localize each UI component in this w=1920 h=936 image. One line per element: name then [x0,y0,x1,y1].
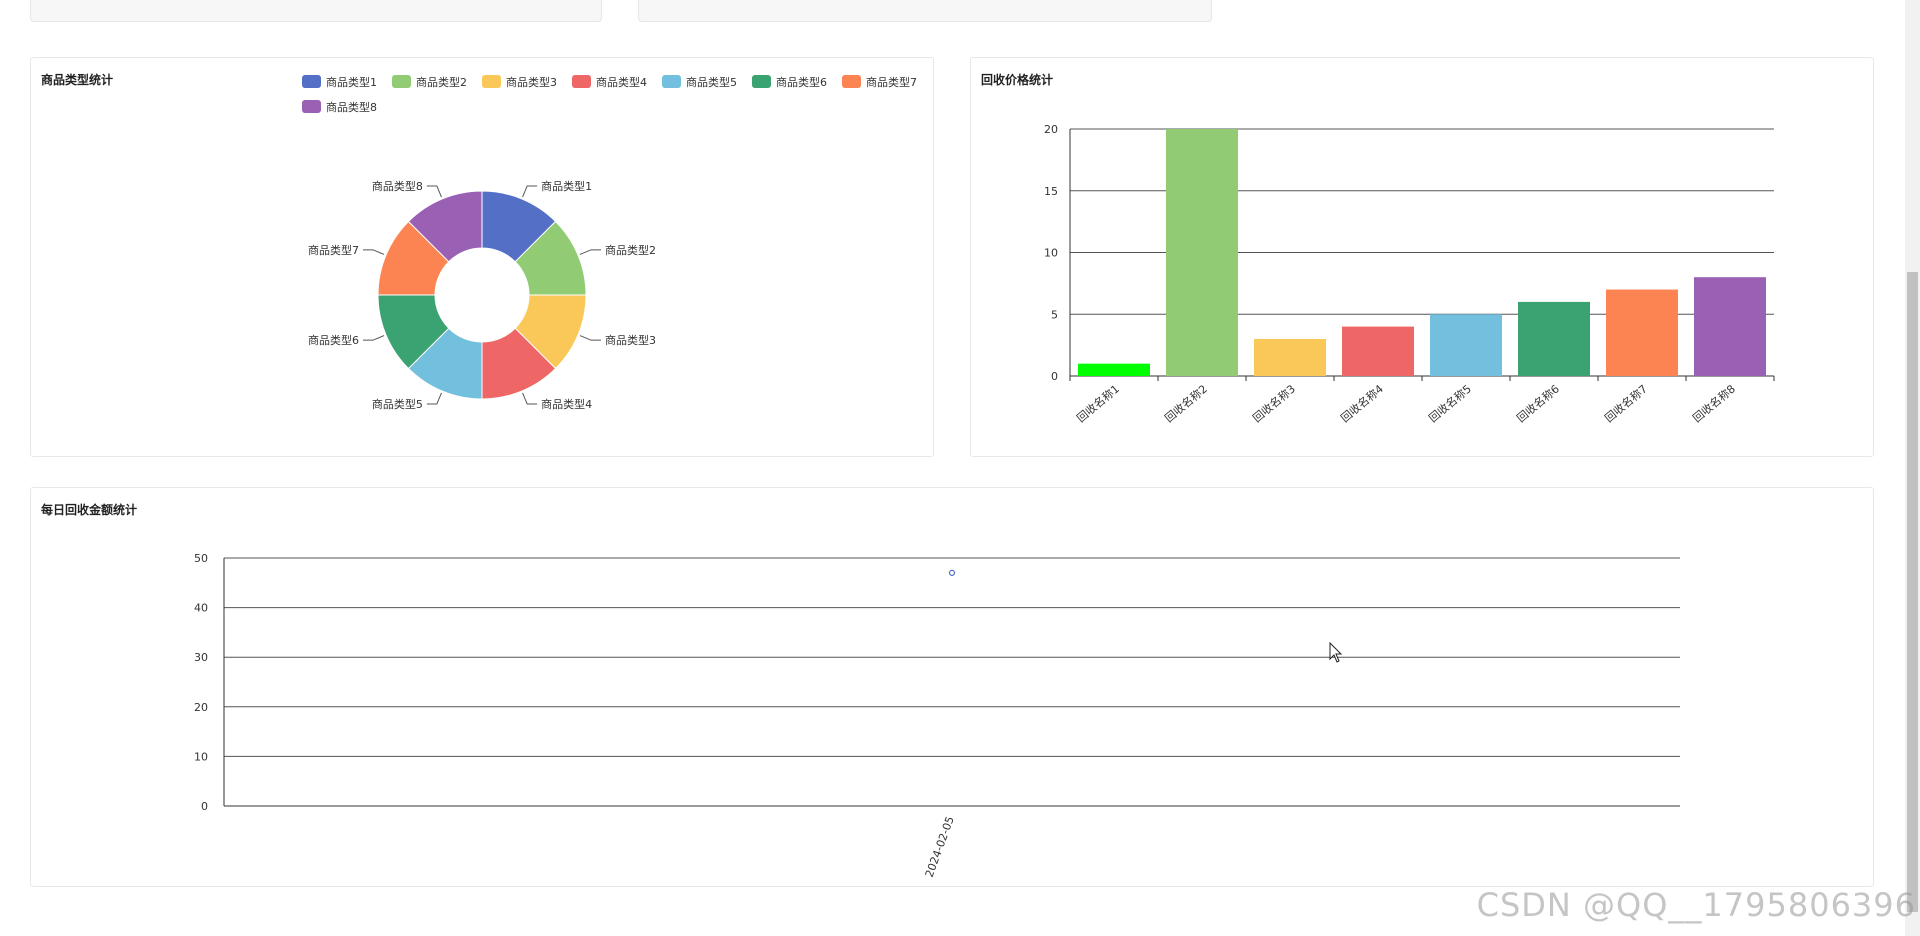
legend-swatch [302,75,321,88]
bar [1254,338,1326,376]
pie-label-line [426,392,442,405]
legend-label: 商品类型2 [416,75,467,89]
bar-y-tick-label: 20 [1044,123,1058,136]
bar-chart: 0 5 10 15 20 回收名称1 回收名称2 回收名称3 回收名称4 回收名称5 回收名称6 回收… [1044,123,1775,426]
pie-label: 商品类型2 [605,243,656,257]
top-card-right [638,0,1212,22]
pie-label-line [522,392,538,405]
pie-chart-title: 商品类型统计 [41,73,114,87]
pie-slice [407,190,483,263]
line-chart: 0 10 20 30 40 50 2024-02-05 [194,552,1680,880]
legend-label: 商品类型4 [596,75,647,89]
line-y-tick-label: 40 [194,602,208,615]
bar-y-tick-label: 5 [1051,308,1058,321]
page-scrollbar[interactable] [1905,0,1920,936]
pie-label-line [522,185,538,198]
line-y-tick-label: 10 [194,750,208,763]
bar [1694,277,1766,376]
legend-swatch [752,75,771,88]
pie-label: 商品类型5 [372,397,423,411]
pie-label: 商品类型6 [308,333,359,347]
pie-label-line [579,249,602,255]
pie-label-line [362,249,385,255]
bar [1166,129,1238,376]
legend-swatch [842,75,861,88]
legend-swatch [302,100,321,113]
top-card-left [30,0,602,22]
watermark: CSDN @QQ__1795806396 [1476,886,1916,924]
bar-x-tick-label: 回收名称4 [1338,382,1386,426]
mouse-cursor-icon [1329,642,1343,663]
bar [1606,289,1678,376]
legend-label: 商品类型7 [866,75,917,89]
line-point [948,569,956,576]
bar-y-tick-label: 15 [1044,185,1058,198]
bar-chart-title: 回收价格统计 [981,73,1054,87]
pie-label: 商品类型3 [605,333,656,347]
bar-x-tick-label: 回收名称7 [1602,382,1650,426]
legend-label: 商品类型6 [776,75,827,89]
line-y-tick-label: 50 [194,552,208,565]
pie-label-line [579,335,602,341]
pie-label-line [426,185,442,198]
line-y-tick-label: 20 [194,701,208,714]
pie-label: 商品类型4 [541,397,592,411]
bar-x-tick-label: 回收名称8 [1690,382,1738,426]
bar-y-tick-label: 10 [1044,247,1058,260]
legend-label: 商品类型5 [686,75,737,89]
pie-label: 商品类型1 [541,179,592,193]
line-x-tick-label: 2024-02-05 [923,815,957,880]
line-chart-panel: 每日回收金额统计 0 10 20 30 40 50 2024-02-05 [30,487,1874,887]
legend-swatch [482,75,501,88]
pie-label: 商品类型8 [372,179,423,193]
legend-label: 商品类型3 [506,75,557,89]
line-y-tick-label: 30 [194,651,208,664]
bar [1518,301,1590,376]
pie-label: 商品类型7 [308,243,359,257]
legend-label: 商品类型1 [326,75,377,89]
pie-label-line [362,335,385,341]
bar-x-tick-label: 回收名称3 [1250,382,1298,426]
bar-x-tick-label: 回收名称5 [1426,382,1474,426]
pie-chart: 商品类型1 商品类型2 商品类型3 商品类型4 商品类型5 商品类型6 商品类型7 商品类型8… [302,75,917,411]
legend-swatch [572,75,591,88]
pie-chart-panel: 商品类型统计 商品类型1 商品类型2 商品类型3 商品类型4 商品类型5 商品类型6 商品类… [30,57,934,457]
bar-chart-panel: 回收价格统计 0 5 10 15 20 回收名称1 回收名称2 回收名称3 回收名称4 回收名称5… [970,57,1874,457]
bar-y-tick-label: 0 [1051,370,1058,383]
legend-swatch [662,75,681,88]
page-scrollbar-thumb[interactable] [1907,272,1918,912]
bar-x-tick-label: 回收名称2 [1162,382,1210,426]
line-chart-title: 每日回收金额统计 [41,503,138,517]
legend-swatch [392,75,411,88]
legend-label: 商品类型8 [326,100,377,114]
bar [1430,314,1502,376]
bar [1342,326,1414,376]
bar-x-tick-label: 回收名称6 [1514,382,1562,426]
bar [1078,363,1150,376]
line-y-tick-label: 0 [201,800,208,813]
bar-x-tick-label: 回收名称1 [1074,382,1122,426]
